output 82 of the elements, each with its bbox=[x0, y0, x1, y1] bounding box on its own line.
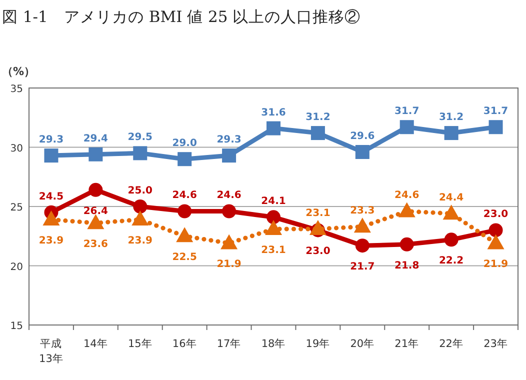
data-label: 31.7 bbox=[394, 106, 420, 118]
data-label: 25.0 bbox=[128, 186, 153, 196]
x-tick-label: 23年 bbox=[484, 338, 508, 350]
point bbox=[444, 126, 458, 140]
point bbox=[398, 202, 416, 218]
data-label: 31.2 bbox=[306, 112, 330, 124]
point bbox=[133, 200, 148, 214]
data-label: 23.3 bbox=[350, 206, 375, 217]
data-label: 29.3 bbox=[38, 134, 64, 146]
point bbox=[88, 182, 103, 197]
y-tick-label: 30 bbox=[10, 143, 23, 154]
x-tick-label: 16年 bbox=[172, 338, 197, 350]
data-label: 24.5 bbox=[38, 191, 64, 202]
x-tick-label: 18年 bbox=[261, 338, 286, 350]
y-tick-label: 35 bbox=[10, 84, 23, 95]
data-label: 21.9 bbox=[483, 259, 508, 270]
point bbox=[87, 214, 104, 230]
data-label: 31.2 bbox=[438, 112, 464, 124]
point bbox=[178, 152, 192, 166]
point bbox=[444, 232, 458, 247]
data-label: 22.5 bbox=[172, 252, 197, 264]
data-label: 29.4 bbox=[83, 133, 108, 144]
data-label: 23.1 bbox=[261, 245, 286, 256]
y-tick-label: 20 bbox=[10, 262, 23, 273]
data-label: 22.2 bbox=[438, 256, 464, 267]
x-tick-label: 22年 bbox=[439, 338, 464, 350]
y-tick-label: 25 bbox=[10, 202, 23, 214]
point bbox=[266, 121, 280, 136]
point bbox=[222, 204, 236, 218]
data-label: 21.8 bbox=[394, 260, 420, 272]
point bbox=[310, 126, 325, 140]
point bbox=[222, 148, 236, 163]
point bbox=[220, 234, 238, 250]
point bbox=[355, 238, 370, 253]
point bbox=[88, 147, 103, 162]
x-tick-label: 19年 bbox=[306, 338, 330, 350]
chart-title: 図 1-1 アメリカの BMI 値 25 以上の人口推移② bbox=[2, 8, 361, 26]
data-label: 24.6 bbox=[216, 190, 242, 202]
data-label: 23.0 bbox=[483, 209, 508, 220]
point bbox=[133, 146, 148, 160]
point bbox=[44, 148, 58, 163]
point bbox=[488, 120, 503, 134]
data-label: 23.9 bbox=[38, 236, 64, 247]
point bbox=[132, 210, 149, 226]
point bbox=[400, 120, 414, 134]
data-label: 29.3 bbox=[216, 134, 242, 146]
point bbox=[354, 218, 371, 233]
data-label: 23.9 bbox=[128, 236, 153, 247]
x-tick-label: 14年 bbox=[83, 338, 108, 350]
point bbox=[176, 227, 194, 242]
data-label: 21.7 bbox=[350, 262, 375, 273]
point bbox=[265, 220, 282, 236]
y-axis-title: （%） bbox=[2, 65, 36, 78]
x-tick-label: 20年 bbox=[350, 338, 375, 350]
point bbox=[42, 210, 60, 226]
data-label: 23.1 bbox=[306, 208, 330, 220]
point bbox=[355, 144, 370, 159]
y-tick-label: 15 bbox=[10, 321, 23, 332]
point bbox=[178, 204, 192, 218]
data-label: 23.0 bbox=[306, 246, 330, 258]
data-label: 31.7 bbox=[483, 106, 508, 118]
point bbox=[400, 237, 414, 252]
point bbox=[442, 204, 460, 220]
x-tick-label: 17年 bbox=[216, 338, 242, 350]
data-label: 21.9 bbox=[216, 259, 242, 270]
point bbox=[488, 223, 503, 238]
data-label: 29.6 bbox=[350, 130, 375, 142]
x-tick-label: 15年 bbox=[128, 338, 152, 350]
data-label: 29.5 bbox=[128, 132, 153, 144]
data-label: 29.0 bbox=[172, 138, 197, 150]
x-tick-label: 平成13年 bbox=[39, 337, 64, 365]
data-label: 24.6 bbox=[394, 190, 420, 202]
point bbox=[309, 220, 326, 236]
data-label: 24.1 bbox=[261, 196, 286, 208]
data-label: 24.6 bbox=[172, 190, 197, 202]
data-label: 24.4 bbox=[438, 192, 464, 204]
data-label: 31.6 bbox=[261, 107, 286, 118]
data-label: 26.4 bbox=[83, 206, 108, 217]
x-tick-label: 21年 bbox=[394, 338, 420, 350]
point bbox=[266, 210, 280, 224]
data-label: 23.6 bbox=[83, 239, 108, 250]
point bbox=[487, 234, 504, 250]
